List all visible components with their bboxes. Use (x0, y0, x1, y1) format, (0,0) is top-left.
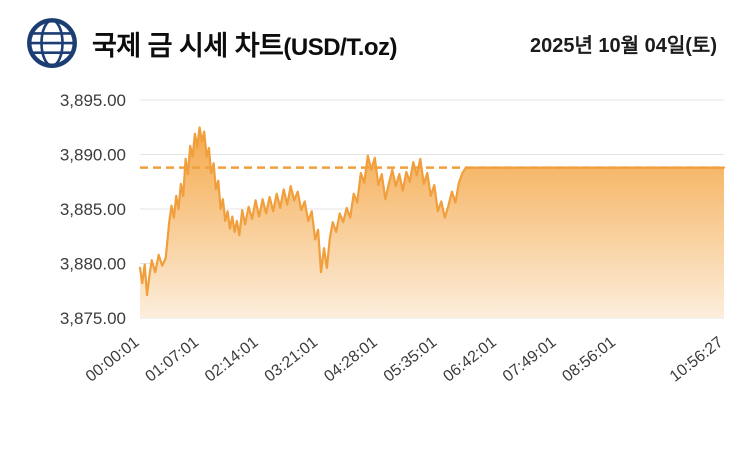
page-title: 국제 금 시세 차트(USD/T.oz) (92, 24, 398, 63)
x-axis-label: 00:00:01 (83, 334, 143, 386)
date-label: 2025년 10월 04일(토) (529, 34, 717, 57)
y-axis-label: 3,880.00 (60, 255, 126, 274)
x-axis-label: 10:56:27 (667, 334, 727, 386)
globe-logo-icon (24, 15, 80, 71)
y-axis-label: 3,895.00 (60, 91, 126, 110)
page-title-unit: (USD/T.oz) (283, 33, 398, 61)
x-axis-label: 03:21:01 (262, 334, 322, 386)
y-axis-label: 3,875.00 (60, 309, 126, 328)
gold-price-chart: 3,895.00 3,890.00 3,885.00 3,880.00 3,875.00… (60, 91, 727, 386)
header: 국제 금 시세 차트(USD/T.oz) 2025년 10월 04일(토) (0, 0, 743, 71)
y-axis-label: 3,890.00 (60, 146, 126, 165)
x-axis-label: 06:42:01 (440, 334, 500, 386)
x-axis-label: 05:35:01 (381, 334, 441, 386)
x-axis-label: 08:56:01 (559, 334, 619, 386)
x-axis-label: 07:49:01 (500, 334, 560, 386)
price-line (138, 126, 726, 297)
page-title-main: 국제 금 시세 차트 (92, 30, 284, 61)
x-axis-label: 01:07:01 (143, 334, 203, 386)
y-axis-label: 3,885.00 (60, 200, 126, 219)
page: 국제 금 시세 차트(USD/T.oz) 2025년 10월 04일(토) 3,… (0, 0, 743, 386)
x-axis-label: 02:14:01 (202, 334, 262, 386)
x-axis-label: 04:28:01 (321, 334, 381, 386)
area-fill (140, 127, 724, 318)
